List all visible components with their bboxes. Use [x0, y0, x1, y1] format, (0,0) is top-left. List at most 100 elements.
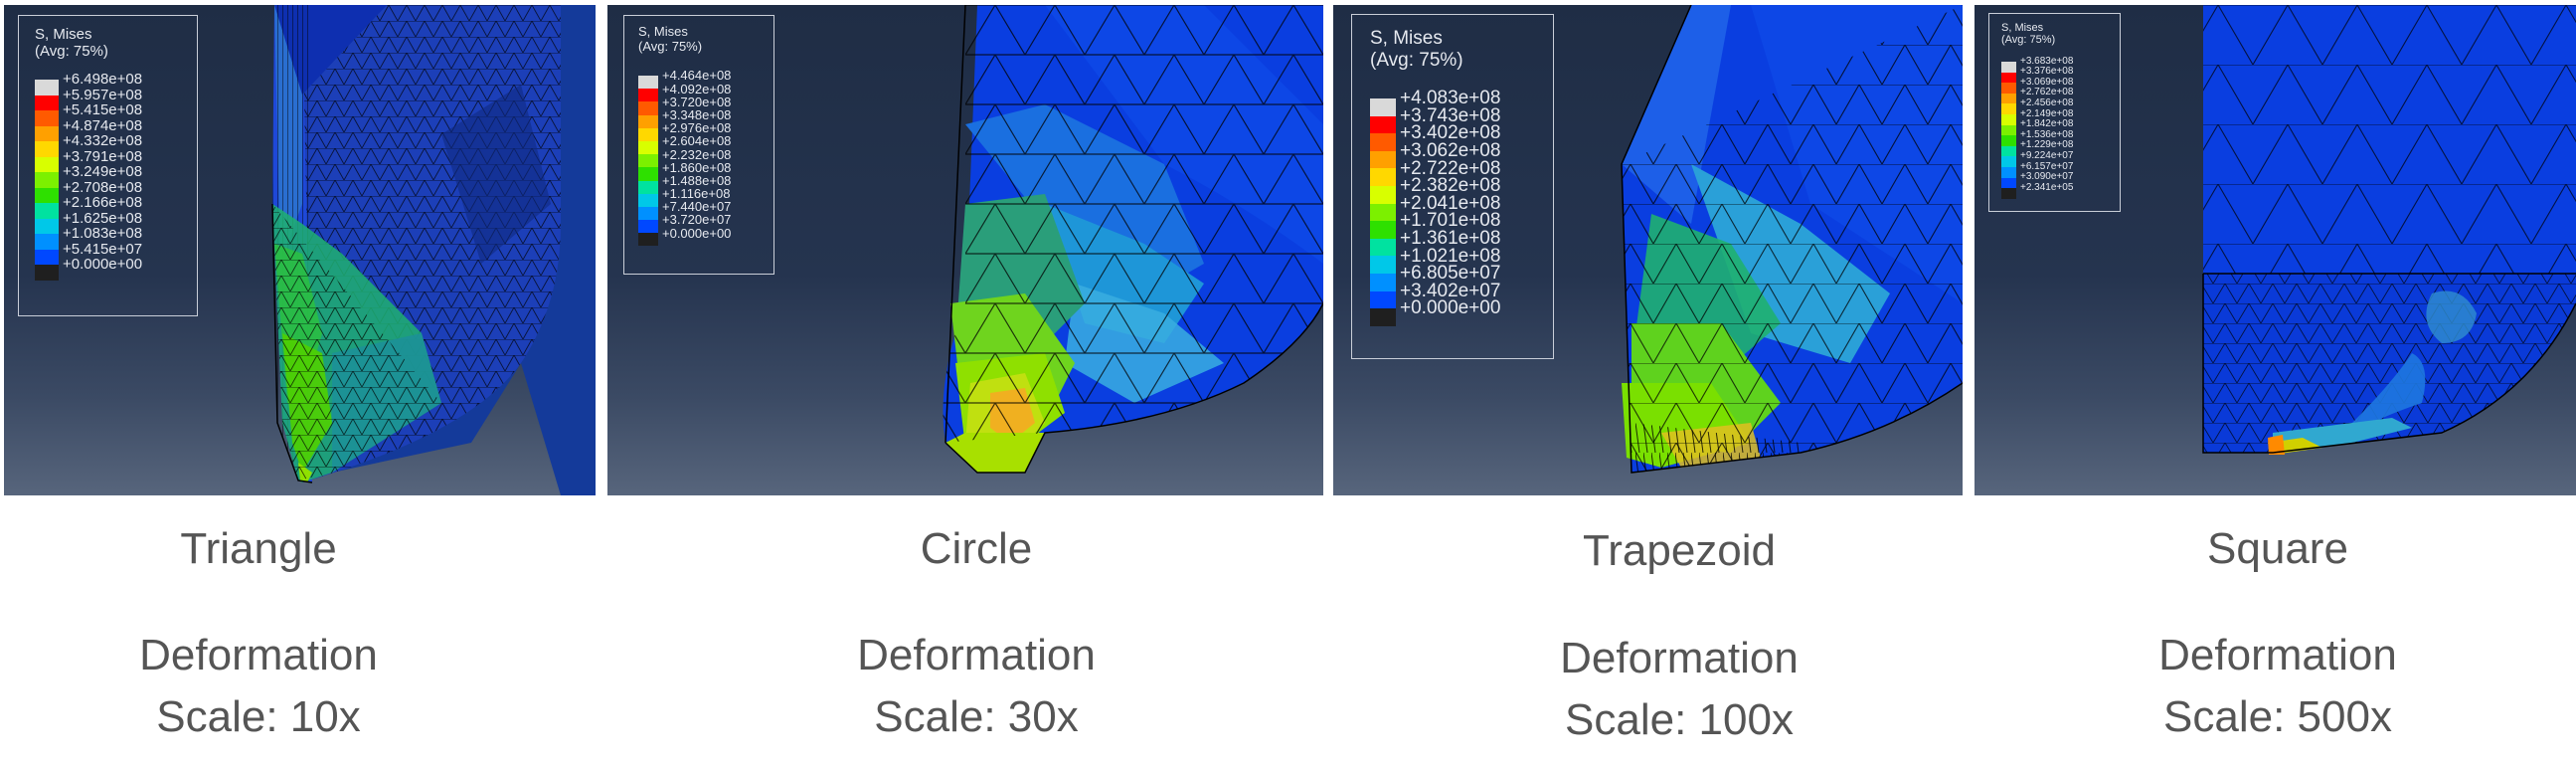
- legend-swatch: [2001, 177, 2016, 189]
- legend-swatch: [638, 233, 658, 247]
- legend-value: +2.341e+05: [2020, 181, 2074, 193]
- legend-value: +3.402e+08: [1400, 122, 1501, 144]
- legend-value: +3.069e+08: [2020, 76, 2074, 88]
- legend-title: S, Mises: [2001, 22, 2044, 34]
- legend-swatch: [1370, 133, 1396, 151]
- shape-label: Circle: [920, 524, 1033, 573]
- legend-row: +1.860e+08: [638, 161, 797, 181]
- legend-value: +4.092e+08: [662, 81, 732, 96]
- legend-row: +6.805e+07: [1370, 264, 1529, 291]
- caption-square: Square Deformation Scale: 500x: [2023, 517, 2532, 756]
- legend-row: +2.456e+08: [2001, 97, 2160, 114]
- legend-value: +6.157e+07: [2020, 160, 2074, 172]
- legend-row: +3.090e+07: [2001, 172, 2160, 189]
- shape-label: Square: [2207, 524, 2348, 573]
- legend-value: +2.456e+08: [2020, 97, 2074, 109]
- legend-swatch: [638, 114, 658, 128]
- legend-swatch: [1370, 98, 1396, 116]
- legend-value: +9.224e+07: [2020, 150, 2074, 162]
- legend-row: +0.000e+00: [638, 226, 797, 247]
- legend-row: +2.976e+08: [638, 121, 797, 141]
- legend-value: +7.440e+07: [662, 199, 732, 215]
- legend-row: +4.874e+08: [35, 118, 194, 141]
- legend-row: +3.402e+07: [1370, 282, 1529, 309]
- legend-row: +5.415e+07: [35, 242, 194, 265]
- panel-square: S, Mises (Avg: 75%) +3.683e+08 +3.376e+08…: [1975, 5, 2576, 495]
- legend-row: +3.402e+08: [1370, 124, 1529, 151]
- legend-swatch: [1370, 168, 1396, 186]
- legend-swatch: [1370, 290, 1396, 309]
- legend-swatch: [2001, 93, 2016, 104]
- legend-row: +4.083e+08: [1370, 89, 1529, 116]
- legend-row: +2.232e+08: [638, 147, 797, 168]
- legend-title: S, Mises: [638, 24, 688, 39]
- legend-value: +0.000e+00: [1400, 297, 1501, 319]
- legend-swatch: [638, 89, 658, 102]
- legend-value: +6.805e+07: [1400, 263, 1501, 285]
- legend-swatch: [1370, 115, 1396, 134]
- legend-swatch: [638, 220, 658, 234]
- color-legend: S, Mises (Avg: 75%) +4.083e+08 +3.743e+08…: [1351, 14, 1554, 359]
- legend-row: +2.762e+08: [2001, 88, 2160, 104]
- legend-swatch: [2001, 145, 2016, 157]
- caption-trapezoid: Trapezoid Deformation Scale: 100x: [1425, 517, 1934, 756]
- legend-value: +1.116e+08: [662, 186, 731, 202]
- legend-value: +0.000e+00: [63, 256, 143, 274]
- legend-value: +4.332e+08: [63, 132, 143, 150]
- legend-value: +2.722e+08: [1400, 157, 1501, 179]
- legend-swatch: [2001, 103, 2016, 114]
- legend-swatch: [2001, 62, 2016, 73]
- legend-row: +1.842e+08: [2001, 119, 2160, 136]
- legend-swatch: [1370, 203, 1396, 222]
- legend-row: +6.498e+08: [35, 72, 194, 96]
- legend-swatch: [638, 101, 658, 115]
- fea-render-circle: [943, 5, 1323, 474]
- legend-value: +2.166e+08: [63, 194, 143, 212]
- legend-row: +3.791e+08: [35, 149, 194, 172]
- legend-swatch: [1370, 256, 1396, 274]
- legend-value: +2.604e+08: [662, 133, 732, 149]
- legend-value: +1.842e+08: [2020, 118, 2074, 130]
- legend-row: +7.440e+07: [638, 200, 797, 221]
- legend-value: +5.957e+08: [63, 86, 143, 103]
- legend-title: S, Mises: [1370, 28, 1443, 49]
- legend-value: +1.229e+08: [2020, 139, 2074, 151]
- legend-scale: +3.683e+08 +3.376e+08 +3.069e+08 +2.762e+08…: [2001, 56, 2160, 199]
- legend-swatch: [638, 167, 658, 181]
- legend-swatch: [35, 187, 59, 203]
- legend-row: +2.604e+08: [638, 134, 797, 155]
- legend-swatch: [35, 203, 59, 219]
- legend-swatch: [2001, 188, 2016, 199]
- legend-value: +4.464e+08: [662, 68, 732, 84]
- legend-swatch: [35, 80, 59, 96]
- legend-subtitle: (Avg: 75%): [35, 43, 108, 60]
- legend-swatch: [638, 206, 658, 221]
- legend-row: +5.415e+08: [35, 102, 194, 126]
- panel-trapezoid: S, Mises (Avg: 75%) +4.083e+08 +3.743e+08…: [1333, 5, 1963, 495]
- legend-value: +3.720e+07: [662, 212, 732, 228]
- legend-row: +2.382e+08: [1370, 176, 1529, 204]
- legend-swatch: [1370, 185, 1396, 204]
- legend-row: +1.701e+08: [1370, 212, 1529, 239]
- legend-value: +1.536e+08: [2020, 128, 2074, 140]
- shape-label: Triangle: [180, 524, 337, 573]
- fea-render-square: [2202, 5, 2576, 455]
- legend-value: +0.000e+00: [662, 225, 732, 241]
- color-legend: S, Mises (Avg: 75%) +6.498e+08 +5.957e+08…: [18, 15, 198, 316]
- legend-row: +3.062e+08: [1370, 141, 1529, 169]
- legend-value: +4.874e+08: [63, 116, 143, 134]
- legend-swatch: [638, 180, 658, 194]
- legend-scale: +6.498e+08 +5.957e+08 +5.415e+08 +4.874e+08…: [35, 72, 194, 281]
- legend-subtitle: (Avg: 75%): [1370, 50, 1463, 71]
- legend-scale: +4.083e+08 +3.743e+08 +3.402e+08 +3.062e+08…: [1370, 89, 1529, 326]
- legend-swatch: [2001, 124, 2016, 136]
- legend-row: +1.361e+08: [1370, 229, 1529, 257]
- shape-label: Trapezoid: [1582, 526, 1777, 575]
- legend-row: +3.348e+08: [638, 108, 797, 128]
- legend-swatch: [35, 265, 59, 281]
- legend-value: +2.149e+08: [2020, 107, 2074, 119]
- legend-swatch: [35, 234, 59, 250]
- scale-label: Scale: 10x: [156, 692, 361, 741]
- legend-value: +3.249e+08: [63, 163, 143, 181]
- legend-swatch: [638, 140, 658, 155]
